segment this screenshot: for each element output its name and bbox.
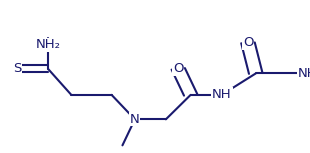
Text: O: O (243, 36, 253, 49)
Text: NH₂: NH₂ (298, 67, 310, 80)
Text: O: O (173, 62, 184, 75)
Text: S: S (13, 62, 21, 75)
Text: NH₂: NH₂ (36, 38, 60, 51)
Text: NH: NH (212, 88, 232, 101)
Text: N: N (130, 113, 140, 126)
